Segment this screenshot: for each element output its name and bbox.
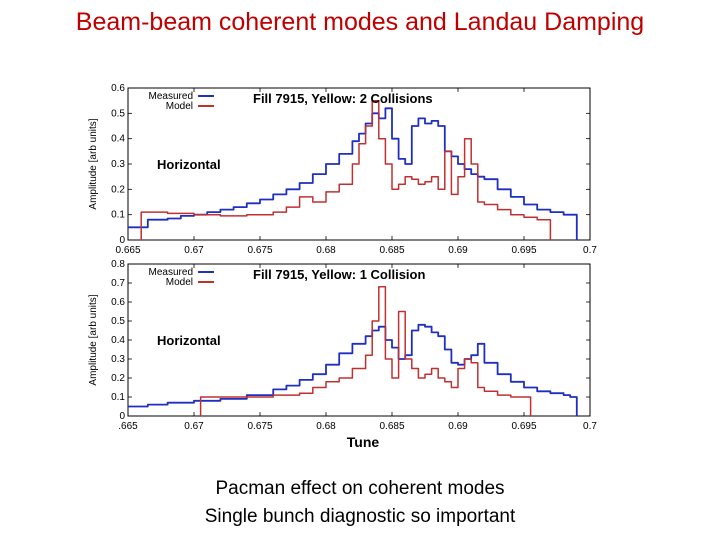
legend-label: Model: [166, 277, 193, 288]
y-tick-label: 0.6: [111, 83, 125, 94]
x-tick-label: 0.685: [379, 421, 404, 432]
legend-label: Model: [166, 101, 193, 112]
y-tick-label: 0.3: [111, 159, 125, 170]
x-tick-label: .665: [118, 421, 138, 432]
y-tick-label: 0: [119, 411, 125, 422]
x-tick-label: 0.7: [583, 245, 597, 256]
series-line-measured: [128, 323, 578, 416]
y-tick-label: 0.2: [111, 184, 125, 195]
y-tick-label: 0.8: [111, 259, 125, 270]
chart-annotation: Horizontal: [157, 333, 221, 348]
x-tick-label: 0.69: [448, 421, 468, 432]
x-tick-label: 0.695: [511, 421, 536, 432]
x-tick-label: 0.665: [115, 245, 140, 256]
y-tick-label: 0.4: [111, 134, 125, 145]
y-tick-label: 0.1: [111, 392, 125, 403]
y-tick-label: 0.1: [111, 210, 125, 221]
x-tick-label: 0.7: [583, 421, 597, 432]
y-tick-label: 0.5: [111, 316, 125, 327]
x-tick-label: 0.69: [448, 245, 468, 256]
x-axis-label: Tune: [347, 434, 380, 450]
x-tick-label: 0.675: [247, 421, 272, 432]
x-tick-label: 0.68: [316, 245, 336, 256]
y-axis-label: Amplitude [arb units]: [88, 294, 99, 385]
caption-line-1: Pacman effect on coherent modes: [215, 478, 505, 499]
series-line-model: [199, 286, 532, 416]
slide-title: Beam-beam coherent modes and Landau Damp…: [75, 8, 645, 36]
chart-title: Fill 7915, Yellow: 1 Collision: [253, 267, 425, 282]
series-line-model: [140, 99, 552, 240]
chart-2: 0 0.1 0.2 0.3 0.4 0.5 0.6 0.7 0.8 .665 0.67 0.675 0.…: [88, 259, 597, 450]
x-tick-label: 0.695: [511, 245, 536, 256]
caption-line-2: Single bunch diagnostic so important: [204, 506, 516, 527]
y-tick-label: 0: [119, 235, 125, 246]
y-tick-label: 0.4: [111, 335, 125, 346]
x-tick-label: 0.68: [316, 421, 336, 432]
legend-label: Measured: [149, 267, 193, 278]
x-tick-label: 0.675: [247, 245, 272, 256]
chart-annotation: Horizontal: [157, 157, 221, 172]
y-tick-label: 0.2: [111, 373, 125, 384]
y-tick-label: 0.3: [111, 354, 125, 365]
x-tick-label: 0.67: [184, 245, 204, 256]
chart-title: Fill 7915, Yellow: 2 Collisions: [253, 91, 433, 106]
chart-1: 0 0.1 0.2 0.3 0.4 0.5 0.6 0.665 0.67 0.675 0.68 0.6…: [88, 83, 597, 256]
legend-label: Measured: [149, 91, 193, 102]
series-line-measured: [128, 107, 578, 240]
y-axis-label: Amplitude [arb units]: [88, 118, 99, 209]
x-tick-label: 0.67: [184, 421, 204, 432]
x-tick-label: 0.685: [379, 245, 404, 256]
y-tick-label: 0.7: [111, 278, 125, 289]
y-tick-label: 0.6: [111, 297, 125, 308]
y-tick-label: 0.5: [111, 108, 125, 119]
